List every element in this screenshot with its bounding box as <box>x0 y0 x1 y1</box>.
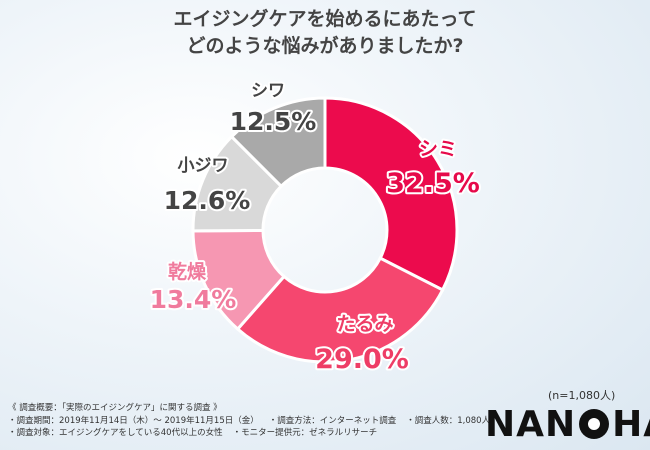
notes-item: ・調査対象：エイジングケアをしている40代以上の女性 <box>8 428 223 438</box>
notes-item: ・調査期間：2019年11月14日（木）～ 2019年11月15日（金） <box>8 415 259 426</box>
nanoha-logo: NAN HA <box>485 401 650 447</box>
notes-row: ・調査期間：2019年11月14日（木）～ 2019年11月15日（金） ・調査方… <box>8 415 500 428</box>
notes-item: ・モニター提供元：ゼネラルリサーチ <box>232 428 378 438</box>
pie-slice <box>229 96 327 189</box>
logo-text-left: NAN <box>485 403 577 445</box>
notes-row: ・調査対象：エイジングケアをしている40代以上の女性 ・モニター提供元：ゼネラルリ… <box>8 427 500 440</box>
chart-title: エイジングケアを始めるにあたって どのような悩みがありましたか? <box>0 6 650 60</box>
slice-value-label: 13.4% <box>150 285 237 314</box>
sample-size-label: (n=1,080人) <box>548 389 616 402</box>
slice-category-label: シワ <box>251 81 285 101</box>
notes-item: ・調査人数：1,080人 <box>406 415 491 426</box>
pie-slice <box>235 256 445 364</box>
slice-value-label: 29.0% <box>315 344 409 375</box>
slice-value-label: 12.6% <box>164 186 251 215</box>
slice-value-label: 32.5% <box>386 168 480 199</box>
notes-item: ・調査方法：インターネット調査 <box>268 415 397 426</box>
slice-category-label: たるみ <box>336 313 393 335</box>
pie-slice <box>323 96 459 292</box>
logo-flower-icon <box>579 409 610 439</box>
survey-notes: 《 調査概要：「実際のエイジングケア」に関する調査 》・調査期間：2019年11… <box>8 402 500 440</box>
title-line-1: エイジングケアを始めるにあたって <box>173 8 477 30</box>
slice-category-label: 乾燥 <box>168 260 207 283</box>
logo-text-right: HA <box>612 403 650 445</box>
slice-category-label: シミ <box>419 138 457 160</box>
slice-value-label: 12.5% <box>230 107 317 136</box>
notes-item: 《 調査概要：「実際のエイジングケア」に関する調査 》 <box>8 403 222 413</box>
slice-category-label: 小ジワ <box>178 156 229 176</box>
notes-row: 《 調査概要：「実際のエイジングケア」に関する調査 》 <box>8 402 500 415</box>
title-line-2: どのような悩みがありましたか? <box>186 35 464 57</box>
